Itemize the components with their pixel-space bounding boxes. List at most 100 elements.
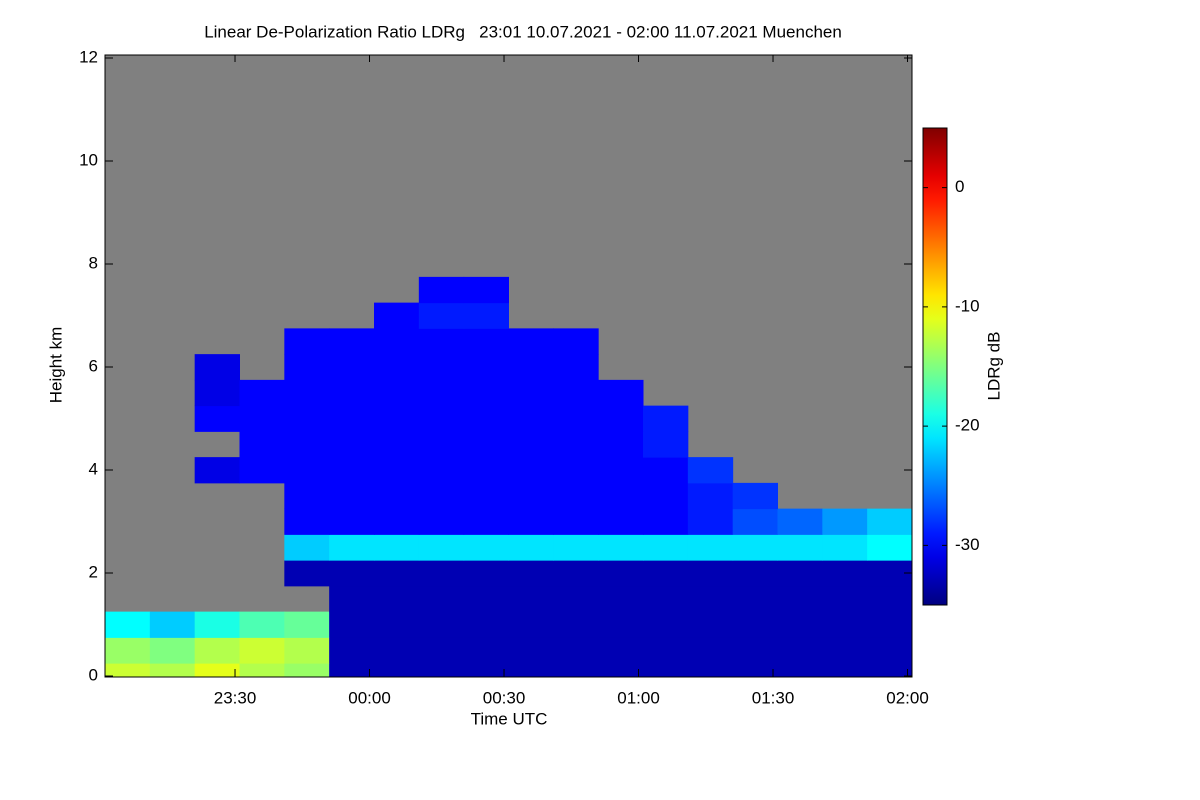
heatmap-cell (284, 560, 330, 587)
heatmap-cell (239, 611, 285, 638)
heatmap-cell (822, 560, 868, 587)
heatmap-cell (194, 379, 240, 407)
heatmap-cell (374, 508, 420, 535)
heatmap-cell (194, 354, 240, 381)
heatmap-cell (105, 611, 151, 638)
heatmap-cell (463, 508, 509, 535)
heatmap-cell (598, 431, 644, 458)
heatmap-cell (777, 663, 823, 677)
heatmap-cell (284, 611, 330, 638)
heatmap-cell (867, 637, 912, 664)
heatmap-cell (643, 534, 689, 561)
heatmap-cell (867, 534, 912, 561)
heatmap-cell (418, 379, 465, 407)
heatmap-cell (463, 276, 509, 304)
heatmap-cell (508, 611, 554, 638)
heatmap-cell (732, 663, 778, 677)
heatmap-cell (194, 457, 240, 484)
x-tick-label: 23:30 (214, 688, 257, 707)
heatmap-cell (374, 482, 420, 510)
heatmap-cell (239, 379, 285, 407)
heatmap-cell (508, 637, 554, 664)
heatmap-cell (508, 405, 554, 432)
heatmap-cell (508, 328, 554, 355)
heatmap-cell (239, 457, 285, 484)
heatmap-cell (463, 405, 509, 432)
heatmap-cell (284, 457, 330, 484)
heatmap-cell (329, 637, 375, 664)
heatmap-cell (867, 585, 912, 613)
heatmap-cell (822, 611, 868, 638)
heatmap-cell (329, 585, 375, 613)
heatmap-cell (643, 431, 689, 458)
heatmap-cell (687, 611, 734, 638)
heatmap-cell (598, 611, 644, 638)
heatmap-cell (463, 611, 509, 638)
heatmap-cell (598, 508, 644, 535)
heatmap-cell (553, 508, 599, 535)
heatmap-cell (374, 457, 420, 484)
heatmap-cell (463, 663, 509, 677)
heatmap-cell (463, 328, 509, 355)
heatmap-cell (194, 637, 240, 664)
heatmap-cell (418, 405, 465, 432)
colorbar-tick-label: -20 (955, 416, 980, 435)
heatmap-cell (822, 534, 868, 561)
heatmap-cell (374, 585, 420, 613)
heatmap-cell (598, 405, 644, 432)
heatmap-cell (508, 560, 554, 587)
heatmap-cell (284, 534, 330, 561)
heatmap-cell (822, 508, 868, 535)
colorbar-tick-label: -30 (955, 535, 980, 554)
heatmap-cell (508, 457, 554, 484)
heatmap-cell (508, 354, 554, 381)
heatmap-cell (777, 508, 823, 535)
heatmap-cell (553, 328, 599, 355)
heatmap-cell (329, 431, 375, 458)
heatmap-cell (374, 354, 420, 381)
heatmap-cell (463, 431, 509, 458)
heatmap-cell (374, 663, 420, 677)
heatmap-cell (553, 457, 599, 484)
heatmap-cell (284, 637, 330, 664)
heatmap-cell (732, 534, 778, 561)
heatmap-cell (329, 328, 375, 355)
heatmap-cell (598, 560, 644, 587)
heatmap-cell (463, 457, 509, 484)
heatmap-cell (643, 508, 689, 535)
heatmap-cell (508, 508, 554, 535)
heatmap-cell (374, 405, 420, 432)
heatmap-cell (284, 379, 330, 407)
heatmap-cell (329, 663, 375, 677)
heatmap-cell (732, 637, 778, 664)
y-tick-label: 6 (89, 356, 98, 375)
heatmap-cell (105, 663, 151, 677)
heatmap-cell (418, 637, 465, 664)
y-tick-label: 2 (89, 562, 98, 581)
heatmap-cell (284, 663, 330, 677)
x-tick-label: 02:00 (886, 688, 929, 707)
heatmap-cell (643, 637, 689, 664)
heatmap-cell (598, 457, 644, 484)
heatmap-cell (463, 482, 509, 510)
heatmap-cell (374, 560, 420, 587)
heatmap-cell (374, 328, 420, 355)
heatmap-cell (643, 482, 689, 510)
heatmap-cell (463, 534, 509, 561)
heatmap-cell (418, 560, 465, 587)
heatmap-cell (687, 482, 734, 510)
heatmap-cell (732, 508, 778, 535)
heatmap-cell (418, 302, 465, 329)
heatmap-cell (374, 302, 420, 329)
heatmap-cell (822, 637, 868, 664)
heatmap-cell (418, 276, 465, 304)
heatmap-cell (777, 560, 823, 587)
heatmap-cell (553, 560, 599, 587)
y-tick-label: 0 (89, 665, 98, 684)
heatmap-cell (329, 534, 375, 561)
heatmap-cell (687, 663, 734, 677)
x-tick-label: 00:30 (483, 688, 526, 707)
heatmap-cell (643, 560, 689, 587)
heatmap-cell (374, 637, 420, 664)
heatmap-cell (194, 405, 240, 432)
